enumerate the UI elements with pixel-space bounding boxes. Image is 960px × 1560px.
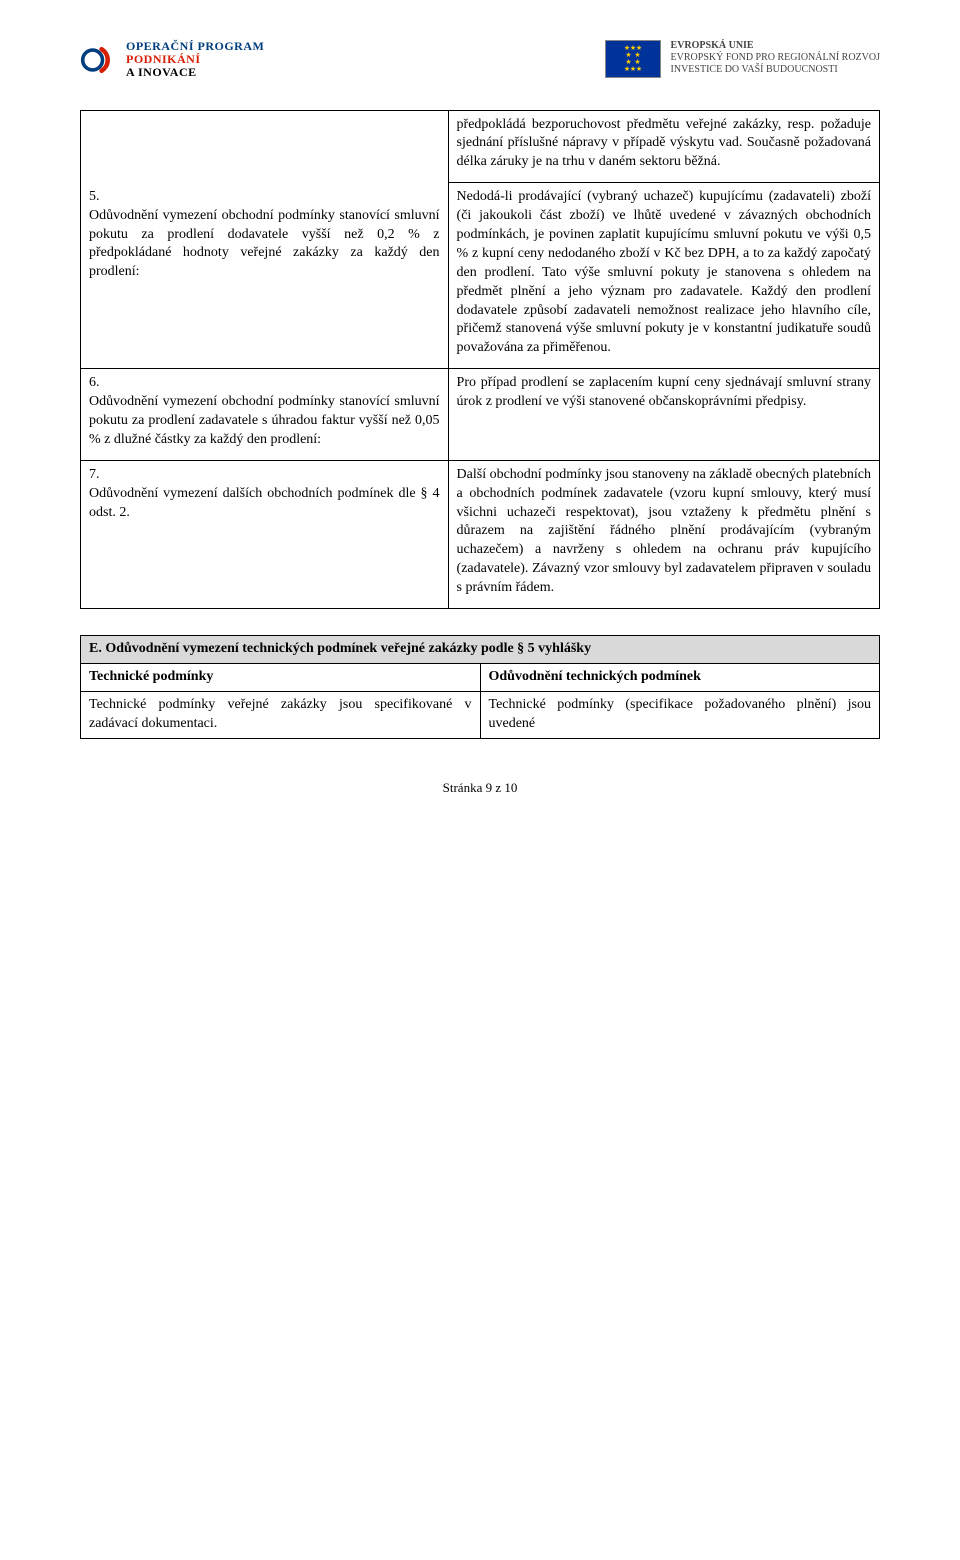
main-table: předpokládá bezporuchovost předmětu veře… — [80, 110, 880, 609]
cell-6-right: Pro případ prodlení se zaplacením kupní … — [448, 369, 879, 461]
cell-pre-right: předpokládá bezporuchovost předmětu veře… — [448, 110, 879, 183]
table-row: 5. Odůvodnění vymezení obchodní podmínky… — [81, 183, 880, 369]
eu-line2: EVROPSKÝ FOND PRO REGIONÁLNÍ ROZVOJ — [671, 52, 880, 64]
table-row: 6. Odůvodnění vymezení obchodní podmínky… — [81, 369, 880, 461]
page-footer: Stránka 9 z 10 — [80, 779, 880, 797]
table-row: Technické podmínky Odůvodnění technickýc… — [81, 663, 880, 691]
cell-5-right: Nedodá-li prodávající (vybraný uchazeč) … — [448, 183, 879, 369]
table-row: předpokládá bezporuchovost předmětu veře… — [81, 110, 880, 183]
cell-7-left: 7. Odůvodnění vymezení dalších obchodníc… — [81, 460, 449, 608]
eu-line1: EVROPSKÁ UNIE — [671, 40, 880, 52]
section-e-row-left: Technické podmínky veřejné zakázky jsou … — [81, 691, 481, 738]
section-e-table: E. Odůvodnění vymezení technických podmí… — [80, 635, 880, 739]
section-e-row-right: Technické podmínky (specifikace požadova… — [480, 691, 880, 738]
table-row: Technické podmínky veřejné zakázky jsou … — [81, 691, 880, 738]
cell-6-left: 6. Odůvodnění vymezení obchodní podmínky… — [81, 369, 449, 461]
logo-op-podnikani: OPERAČNÍ PROGRAM PODNIKÁNÍ A INOVACE — [80, 40, 264, 80]
op-logo-text: OPERAČNÍ PROGRAM PODNIKÁNÍ A INOVACE — [126, 40, 264, 80]
op-line3: A INOVACE — [126, 66, 264, 79]
op-logo-icon — [80, 42, 116, 78]
table-row: 7. Odůvodnění vymezení dalších obchodníc… — [81, 460, 880, 608]
eu-logo-text: EVROPSKÁ UNIE EVROPSKÝ FOND PRO REGIONÁL… — [671, 40, 880, 76]
logo-eu: ★ ★ ★★ ★★ ★★ ★ ★ EVROPSKÁ UNIE EVROPSKÝ … — [605, 40, 880, 78]
table-row: E. Odůvodnění vymezení technických podmí… — [81, 636, 880, 664]
section-e-header-left: Technické podmínky — [81, 663, 481, 691]
section-e-title: E. Odůvodnění vymezení technických podmí… — [81, 636, 880, 664]
page-header: OPERAČNÍ PROGRAM PODNIKÁNÍ A INOVACE ★ ★… — [80, 40, 880, 80]
section-e-header-right: Odůvodnění technických podmínek — [480, 663, 880, 691]
cell-5-left: 5. Odůvodnění vymezení obchodní podmínky… — [81, 183, 449, 369]
cell-7-right: Další obchodní podmínky jsou stanoveny n… — [448, 460, 879, 608]
eu-flag-icon: ★ ★ ★★ ★★ ★★ ★ ★ — [605, 40, 661, 78]
eu-line3: INVESTICE DO VAŠÍ BUDOUCNOSTI — [671, 64, 880, 76]
cell-5-left-empty — [81, 110, 449, 183]
